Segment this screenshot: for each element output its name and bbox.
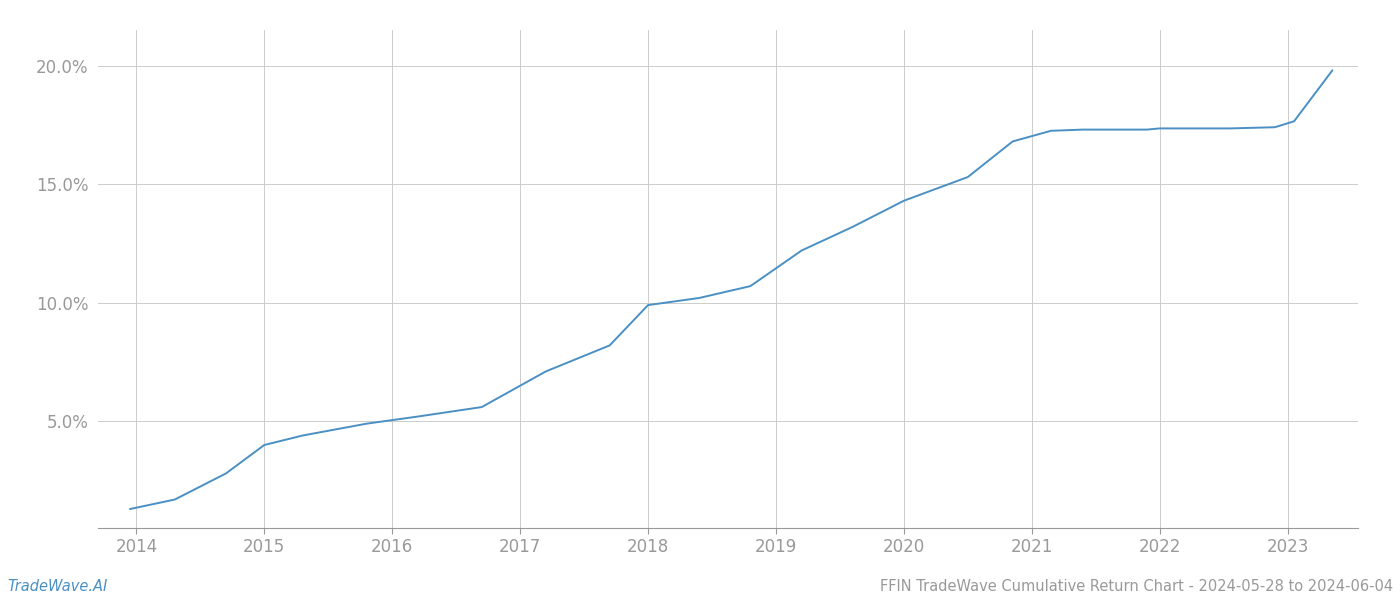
Text: TradeWave.AI: TradeWave.AI bbox=[7, 579, 108, 594]
Text: FFIN TradeWave Cumulative Return Chart - 2024-05-28 to 2024-06-04: FFIN TradeWave Cumulative Return Chart -… bbox=[879, 579, 1393, 594]
